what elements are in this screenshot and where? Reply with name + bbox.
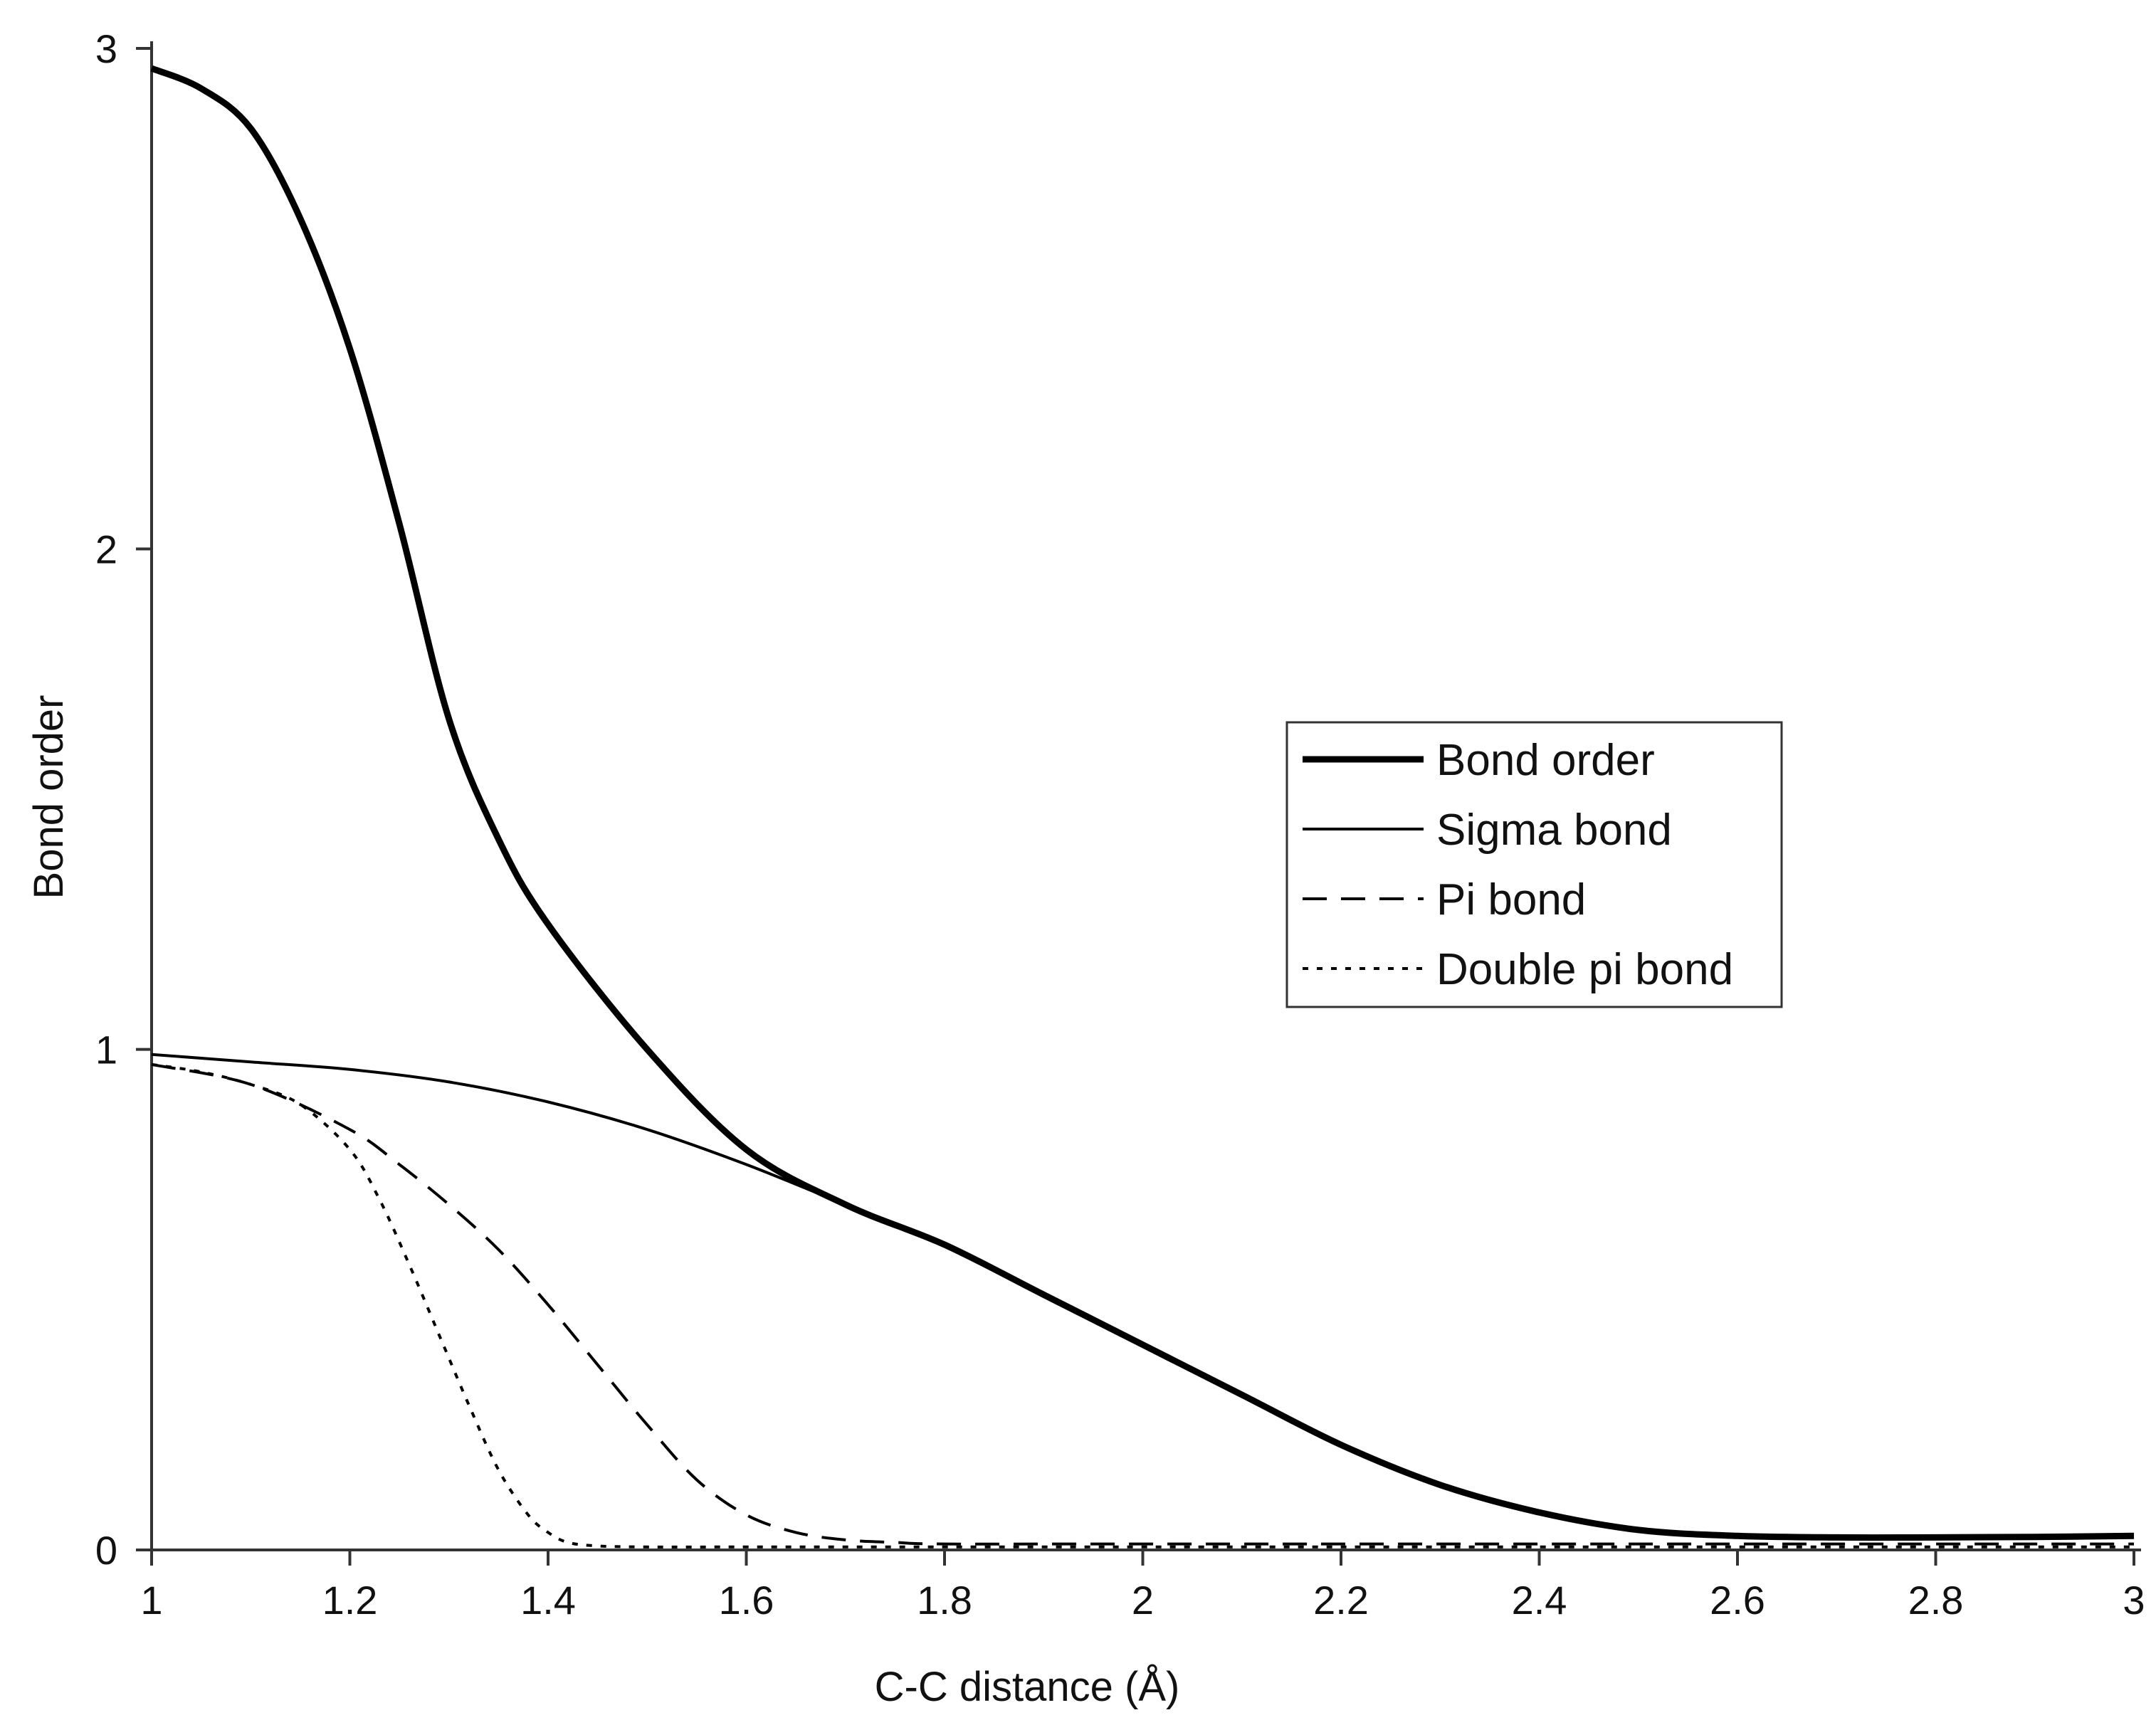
legend-label: Sigma bond: [1436, 806, 1672, 855]
y-tick-label: 2: [95, 527, 117, 571]
series-line-double-pi-bond: [151, 1062, 2134, 1549]
x-tick-label: 1.6: [719, 1578, 774, 1623]
x-tick-label: 2.6: [1710, 1578, 1765, 1623]
series-line-sigma-bond: [151, 1053, 2135, 1539]
legend-box: [1285, 721, 1783, 1008]
x-tick-label: 1.4: [520, 1578, 576, 1623]
series-line-bond-order: [150, 65, 2135, 1541]
x-tick-label: 1.2: [322, 1578, 378, 1623]
legend-label: Double pi bond: [1436, 945, 1733, 994]
legend-label: Bond order: [1436, 736, 1655, 785]
x-tick-label: 2.8: [1908, 1578, 1964, 1623]
x-axis-title: C-C distance (Å): [875, 1664, 1180, 1710]
y-tick-label: 3: [95, 26, 117, 71]
x-tick-label: 1.8: [917, 1578, 972, 1623]
y-tick-label: 1: [95, 1028, 117, 1072]
x-tick-group: 1 1.2 1.4 1.6 1.8 2 2.2 2.4 2.6 2.8 3: [140, 1550, 2145, 1623]
x-tick-label: 2.2: [1313, 1578, 1369, 1623]
series-line-pi-bond: [151, 1062, 2134, 1546]
y-tick-label: 0: [95, 1528, 117, 1573]
x-tick-label: 2.4: [1512, 1578, 1567, 1623]
axes-group: [150, 41, 2141, 1551]
x-tick-label: 1: [140, 1578, 162, 1623]
x-tick-label: 2: [1132, 1578, 1154, 1623]
series-layer: [150, 65, 2135, 1549]
legend-label: Pi bond: [1436, 875, 1586, 924]
legend-items: Bond order Sigma bond Pi bond Double pi bon…: [1303, 736, 1733, 994]
x-tick-label: 3: [2123, 1578, 2145, 1623]
y-axis-title: Bond order: [26, 695, 72, 900]
legend: Bond order Sigma bond Pi bond Double pi bon…: [1285, 721, 1783, 1008]
y-tick-group: 0 1 2 3: [95, 26, 152, 1573]
